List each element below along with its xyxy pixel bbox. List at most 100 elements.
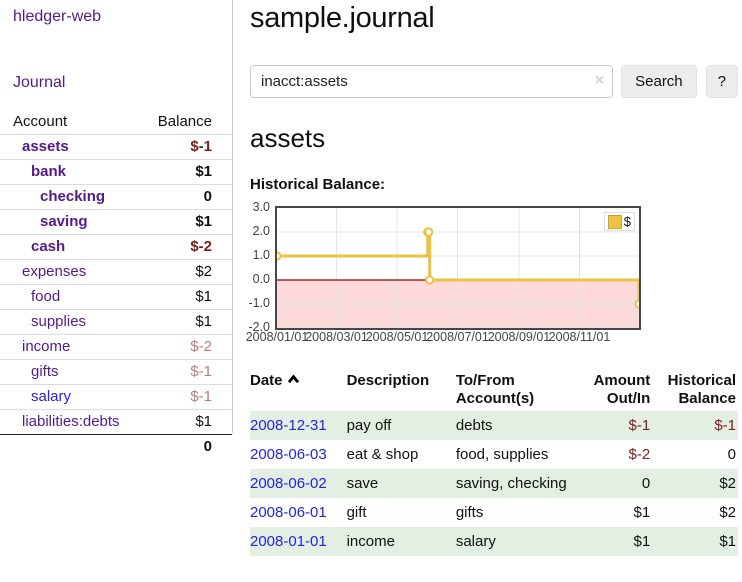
sidebar-item-journal[interactable]: Journal [13,74,66,91]
transaction-amount: $-1 [628,417,651,434]
account-row: bank $1 [0,159,232,185]
account-link[interactable]: cash [31,238,66,255]
column-header-balance: Historical Balance [667,372,736,407]
column-header-accounts: To/From Account(s) [455,372,535,407]
account-balance: 0 [143,184,232,210]
transaction-accounts: food, supplies [455,446,549,463]
account-row: gifts $-1 [0,359,232,385]
y-axis-tick-label: 2.0 [252,224,270,238]
account-balance: $2 [143,259,232,285]
column-header-description: Description [346,372,430,389]
register-table: Date Description To/From Account(s) Amou… [250,369,738,556]
transaction-row: 2008-06-02 save saving, checking 0 $2 [250,469,738,498]
accounts-header-account: Account [13,113,68,130]
help-button[interactable]: ? [705,65,738,98]
transaction-description: gift [346,504,367,521]
account-title: assets [250,123,326,153]
chart-legend: $ [603,212,635,231]
transaction-description: pay off [346,417,392,434]
account-balance: $-2 [143,234,232,260]
accounts-table: Account Balance assets $-1 bank $1 checking 0… [0,110,232,459]
account-link[interactable]: salary [31,388,72,405]
clear-search-icon[interactable]: × [594,72,605,89]
search-input[interactable] [250,65,614,98]
transaction-balance: 0 [727,446,736,463]
accounts-total-value: 0 [143,434,232,459]
account-link[interactable]: income [22,338,71,355]
account-link[interactable]: expenses [22,263,87,280]
sidebar: hledger-web Journal Account Balance asse… [0,0,233,459]
account-link[interactable]: checking [40,188,106,205]
y-axis-tick-label: 3.0 [252,200,270,214]
account-row: salary $-1 [0,384,232,410]
x-axis-tick-label: 2008/01/01 [245,330,309,344]
account-link[interactable]: gifts [31,363,59,380]
account-link[interactable]: assets [22,138,69,155]
transaction-description: eat & shop [346,446,419,463]
transaction-date-link[interactable]: 2008-12-31 [250,417,327,434]
x-axis-tick-label: 2008/05/01 [365,330,429,344]
account-row: saving $1 [0,209,232,235]
account-balance: $1 [143,284,232,310]
transaction-description: save [346,475,379,492]
accounts-header-balance: Balance [157,113,212,130]
account-link[interactable]: food [31,288,61,305]
transaction-amount: 0 [641,475,651,492]
search-bar: × Search ? [250,65,738,98]
transaction-amount: $1 [633,533,651,550]
chart-canvas [277,208,639,328]
transaction-balance: $-1 [714,417,736,434]
account-row: food $1 [0,284,232,310]
account-balance: $-2 [143,334,232,360]
account-row: liabilities:debts $1 [0,409,232,435]
transaction-date-link[interactable]: 2008-06-03 [250,446,327,463]
account-row: supplies $1 [0,309,232,335]
sort-asc-icon [287,371,300,389]
transaction-balance: $2 [719,504,736,521]
transaction-description: income [346,533,395,550]
chart-plot-area: $ [275,206,641,330]
page-title: sample.journal [250,2,435,34]
account-balance: $-1 [143,384,232,410]
y-axis-tick-label: -2.0 [248,320,270,334]
transaction-row: 2008-12-31 pay off debts $-1 $-1 [250,411,738,440]
chart-label: Historical Balance: [250,176,386,193]
register-header-row: Date Description To/From Account(s) Amou… [250,369,738,411]
account-link[interactable]: liabilities:debts [22,413,120,430]
historical-balance-chart: $ 3.0 2.0 1.0 0.0 -1.0 -2.0 2008/01/01 2008/03/… [246,200,738,352]
y-axis-tick-label: 1.0 [252,248,270,262]
transaction-balance: $1 [719,533,736,550]
transaction-date-link[interactable]: 2008-06-02 [250,475,327,492]
transaction-row: 2008-01-01 income salary $1 $1 [250,527,738,556]
search-button[interactable]: Search [621,65,697,98]
account-balance: $1 [143,309,232,335]
transaction-accounts: saving, checking [455,475,567,492]
transaction-balance: $2 [719,475,736,492]
account-row: checking 0 [0,184,232,210]
account-link[interactable]: saving [40,213,88,230]
accounts-header-row: Account Balance [0,110,232,135]
transaction-accounts: salary [455,533,496,550]
x-axis-tick-label: 2008/07/01 [426,330,489,344]
account-balance: $-1 [143,359,232,385]
transaction-amount: $1 [633,504,651,521]
column-header-date[interactable]: Date [250,369,347,411]
account-row: assets $-1 [0,134,232,160]
y-axis-tick-label: 0.0 [252,272,270,286]
transaction-row: 2008-06-03 eat & shop food, supplies $-2 0 [250,440,738,469]
transaction-accounts: debts [455,417,493,434]
x-axis-tick-label: 2008/11/01 [548,330,611,344]
brand-link[interactable]: hledger-web [13,8,102,25]
transaction-date-link[interactable]: 2008-01-01 [250,533,327,550]
account-balance: $-1 [143,134,232,160]
transaction-amount: $-2 [628,446,651,463]
transaction-accounts: gifts [455,504,484,521]
legend-label: $ [623,214,631,229]
legend-swatch-icon [607,214,622,229]
account-link[interactable]: supplies [31,313,87,330]
transaction-date-link[interactable]: 2008-06-01 [250,504,327,521]
account-balance: $1 [143,209,232,235]
account-balance: $1 [143,159,232,185]
account-link[interactable]: bank [31,163,67,180]
